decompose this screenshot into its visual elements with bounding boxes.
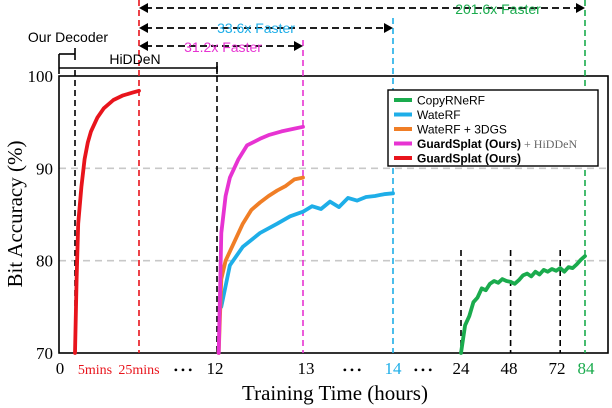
annotation-text: Our Decoder — [28, 29, 108, 45]
x-tick-label: 72 — [549, 359, 566, 378]
legend-label-4: GuardSplat (Ours) — [417, 152, 521, 166]
x-tick-label: 5mins — [78, 363, 112, 378]
legend-label-0: CopyRNeRF — [417, 94, 485, 108]
legend-name: WateRF — [417, 108, 461, 122]
y-tick-label: 90 — [36, 159, 53, 178]
series-line-3 — [216, 124, 305, 355]
y-tick-label: 80 — [36, 252, 53, 271]
y-tick-label: 100 — [28, 67, 54, 86]
legend-label-2: WateRF + 3DGS — [417, 123, 507, 137]
x-tick-label: 14 — [385, 359, 403, 378]
annotation-text: 33.6x Faster — [217, 20, 295, 36]
x-tick-label: 0 — [56, 359, 65, 378]
grid — [59, 167, 608, 262]
annotation-text: HiDDeN — [109, 51, 160, 67]
annotation-text: 201.6x Faster — [455, 1, 541, 17]
legend-name: CopyRNeRF — [417, 94, 485, 108]
x-axis-break: • • • — [174, 363, 193, 377]
x-tick-label: 12 — [207, 359, 224, 378]
arrow-201x-head-left — [139, 3, 148, 13]
series-line-0 — [459, 254, 587, 355]
arrow-201x-head-right — [576, 3, 585, 13]
series-group — [73, 88, 587, 355]
legend-name: GuardSplat (Ours) — [417, 152, 521, 166]
arrow-31x-head-left — [139, 41, 148, 51]
x-tick-label: 48 — [501, 359, 518, 378]
x-axis-label: Training Time (hours) — [242, 381, 428, 405]
annotation-text: 31.2x Faster — [184, 39, 262, 55]
legend-name: GuardSplat (Ours) — [417, 137, 521, 151]
legend-box — [387, 89, 599, 167]
series-line-1 — [219, 191, 395, 309]
x-axis-break: • • • — [343, 363, 362, 377]
x-tick-label: 24 — [453, 359, 471, 378]
arrow-31x-head-right — [294, 41, 303, 51]
series-line-2 — [216, 175, 305, 355]
x-tick-label: 13 — [298, 359, 315, 378]
series-line-4 — [73, 88, 141, 355]
y-tick-label: 70 — [36, 344, 53, 363]
x-tick-label: 25mins — [118, 363, 159, 378]
arrow-33x-head-left — [139, 23, 148, 33]
legend-name: WateRF + 3DGS — [417, 123, 507, 137]
legend-suffix: + HiDDeN — [521, 137, 577, 151]
legend-label-1: WateRF — [417, 108, 461, 122]
arrow-33x-head-right — [384, 23, 393, 33]
y-axis-label: Bit Accuracy (%) — [3, 141, 27, 288]
annotations: 201.6x Faster 33.6x Faster 31.2x Faster Our… — [28, 1, 585, 74]
tick-labels: 70 80 90 100 0 5mins 25mins • • • 12 13 • • • 14 • •… — [28, 67, 596, 378]
x-tick-label: 84 — [578, 359, 596, 378]
legend-label-3: GuardSplat (Ours) + HiDDeN — [417, 137, 577, 151]
x-axis-break: • • • — [414, 363, 433, 377]
plot-frame — [58, 75, 609, 354]
